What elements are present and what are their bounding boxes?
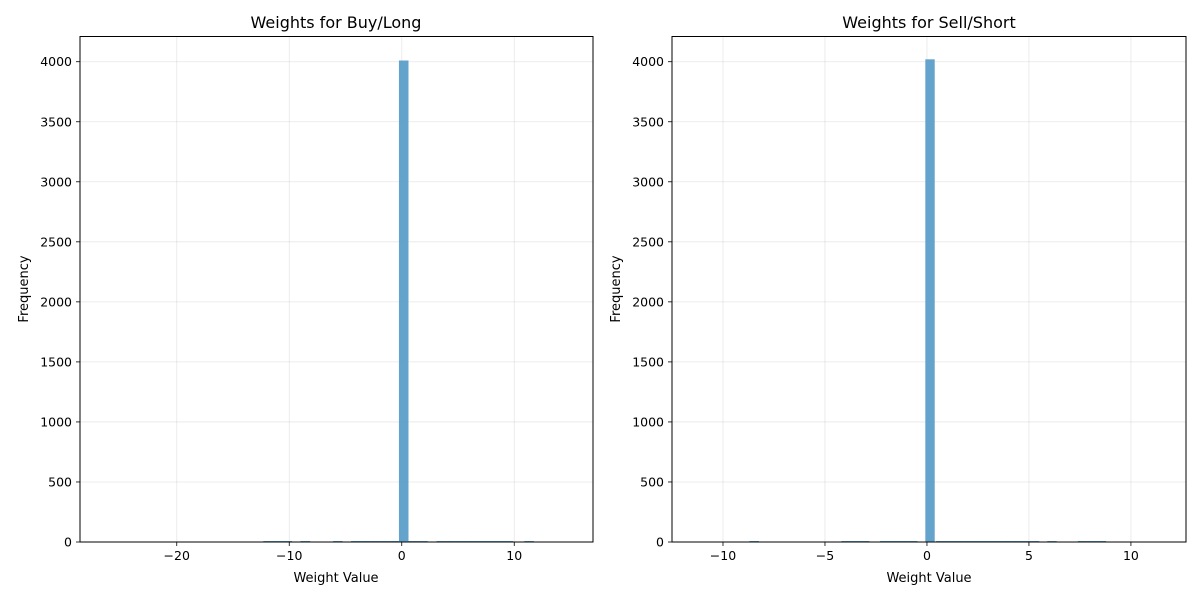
x-tick-label: 10 xyxy=(506,548,522,563)
y-tick-label: 1500 xyxy=(40,354,72,369)
y-tick-label: 1000 xyxy=(40,414,72,429)
y-tick-label: 2000 xyxy=(40,294,72,309)
y-tick-label: 2500 xyxy=(40,234,72,249)
y-axis-ticks: 0 500 1000 1500 2000 2500 3000 3500 4000 xyxy=(40,54,80,550)
y-tick-label: 3000 xyxy=(40,174,72,189)
chart-title: Weights for Buy/Long xyxy=(251,13,422,32)
y-tick-label: 500 xyxy=(640,474,664,489)
histogram-bars xyxy=(749,59,1107,542)
x-axis-ticks: −10 −5 0 5 10 xyxy=(710,542,1139,563)
histogram-bar xyxy=(925,59,935,542)
x-tick-label: −5 xyxy=(816,548,834,563)
histogram-bars xyxy=(263,60,534,542)
x-tick-label: 0 xyxy=(923,548,931,563)
y-tick-label: 2000 xyxy=(632,294,664,309)
plot-area-frame xyxy=(79,36,594,543)
x-tick-label: −10 xyxy=(710,548,736,563)
x-tick-label: −10 xyxy=(276,548,302,563)
x-tick-label: −20 xyxy=(164,548,190,563)
y-axis-ticks: 0 500 1000 1500 2000 2500 3000 3500 4000 xyxy=(632,54,672,550)
y-tick-label: 500 xyxy=(48,474,72,489)
histogram-bar xyxy=(398,60,409,542)
grid-lines xyxy=(80,36,593,543)
x-axis-label: Weight Value xyxy=(886,571,971,586)
y-tick-label: 3000 xyxy=(632,174,664,189)
y-tick-label: 3500 xyxy=(632,114,664,129)
y-tick-label: 3500 xyxy=(40,114,72,129)
panel-sell-short: Weights for Sell/Short −10 −5 0 5 10 0 500 100… xyxy=(609,13,1187,586)
x-tick-label: 10 xyxy=(1123,548,1139,563)
y-axis-label: Frequency xyxy=(17,255,32,322)
chart-title: Weights for Sell/Short xyxy=(842,13,1015,32)
y-tick-label: 1500 xyxy=(632,354,664,369)
x-tick-label: 0 xyxy=(398,548,406,563)
x-axis-label: Weight Value xyxy=(293,571,378,586)
panel-buy-long: Weights for Buy/Long −20 −10 0 10 0 500 1000 1… xyxy=(17,13,594,586)
y-tick-label: 0 xyxy=(64,535,72,550)
y-axis-label: Frequency xyxy=(609,255,624,322)
y-tick-label: 4000 xyxy=(632,54,664,69)
plot-area-frame xyxy=(671,36,1187,543)
x-axis-ticks: −20 −10 0 10 xyxy=(164,542,522,563)
y-tick-label: 0 xyxy=(656,535,664,550)
x-tick-label: 5 xyxy=(1025,548,1033,563)
y-tick-label: 1000 xyxy=(632,414,664,429)
y-tick-label: 4000 xyxy=(40,54,72,69)
y-tick-label: 2500 xyxy=(632,234,664,249)
